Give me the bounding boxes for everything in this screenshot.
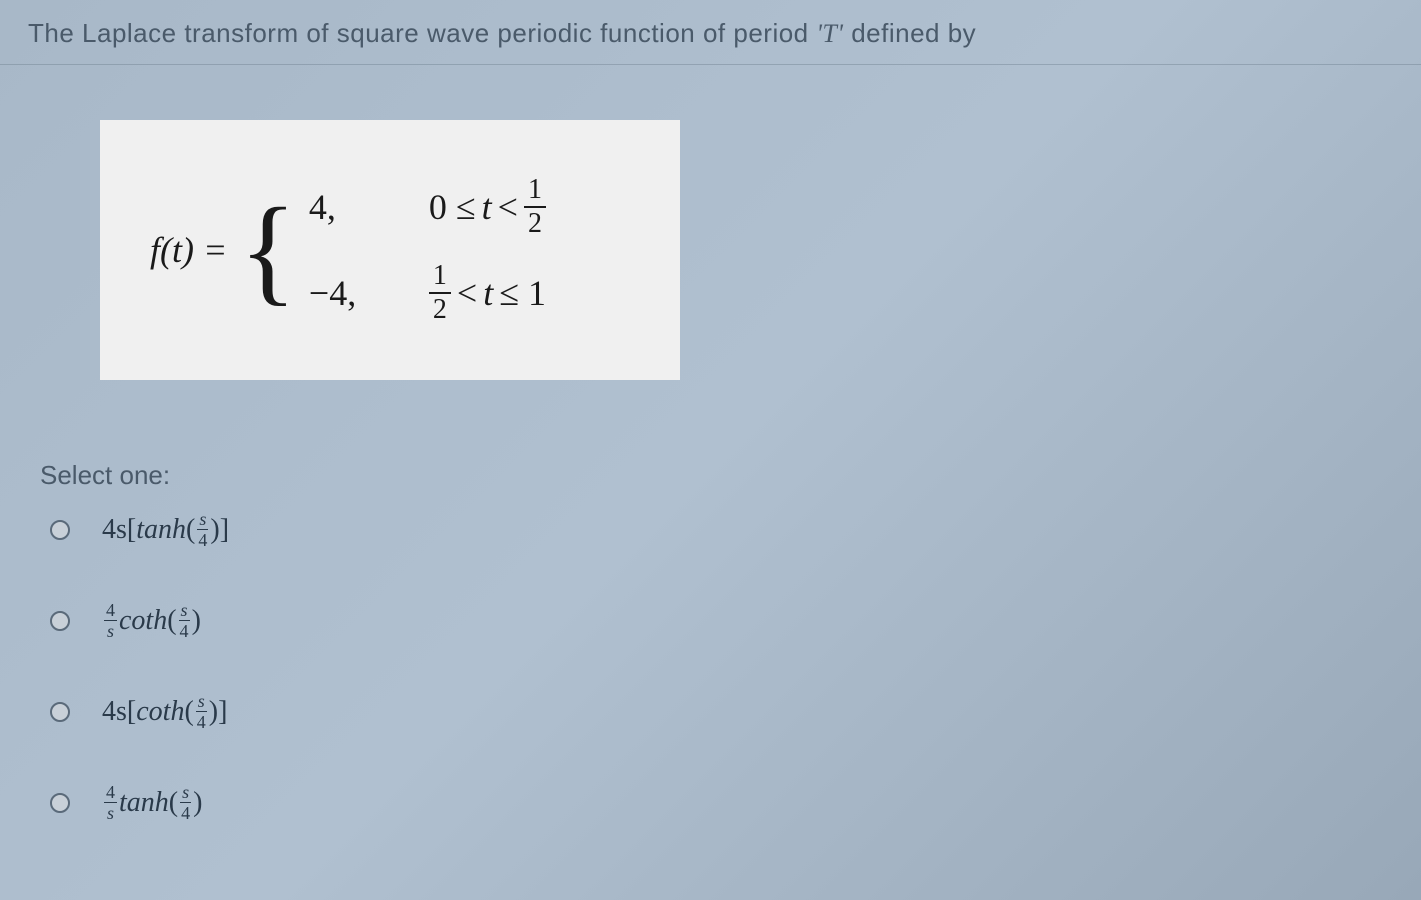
- case2-mid: <: [457, 272, 477, 314]
- question-text: The Laplace transform of square wave per…: [28, 18, 976, 49]
- case1-op: <: [498, 186, 518, 228]
- case1-den: 2: [528, 208, 542, 238]
- opt-a-lparen: (: [186, 514, 195, 546]
- opt-d-arg: s 4: [180, 783, 191, 822]
- opt-a-arg: s 4: [197, 510, 208, 549]
- equation-cases: 4, 0 ≤ t < 1 2 −4, 1 2: [309, 176, 546, 324]
- opt-a-lbracket: [: [127, 514, 136, 546]
- opt-d-rparen: ): [193, 787, 202, 819]
- equation: f(t) = { 4, 0 ≤ t < 1 2 −4,: [150, 176, 546, 324]
- opt-d-lparen: (: [169, 787, 178, 819]
- case1-var: t: [482, 186, 492, 228]
- opt-a-rparen: ): [210, 514, 219, 546]
- opt-c-rparen: ): [209, 696, 218, 728]
- option-a[interactable]: 4s [ tanh ( s 4 ) ]: [50, 510, 229, 549]
- case-2: −4, 1 2 < t ≤ 1: [309, 262, 546, 324]
- opt-a-rbracket: ]: [220, 514, 229, 546]
- opt-c-rbracket: ]: [218, 696, 227, 728]
- radio-c[interactable]: [50, 702, 70, 722]
- options-list: 4s [ tanh ( s 4 ) ] 4 s coth ( s 4 ): [50, 510, 229, 822]
- case2-num: 1: [429, 262, 451, 294]
- opt-c-coef: 4s: [102, 696, 127, 728]
- case2-den: 2: [433, 294, 447, 324]
- case-1: 4, 0 ≤ t < 1 2: [309, 176, 546, 238]
- option-d-math: 4 s tanh ( s 4 ): [102, 783, 202, 822]
- select-one-label: Select one:: [40, 460, 170, 491]
- opt-b-lparen: (: [167, 605, 176, 637]
- opt-d-coef-num: 4: [104, 783, 117, 803]
- case1-num: 1: [524, 176, 546, 208]
- divider: [0, 64, 1421, 65]
- period-symbol: 'T': [816, 19, 843, 48]
- case1-condition: 0 ≤ t < 1 2: [429, 176, 546, 238]
- opt-b-num: s: [179, 601, 190, 621]
- radio-b[interactable]: [50, 611, 70, 631]
- case2-var: t: [483, 272, 493, 314]
- opt-a-func: tanh: [136, 514, 186, 546]
- opt-b-coef-num: 4: [104, 601, 117, 621]
- opt-c-lparen: (: [184, 696, 193, 728]
- opt-b-coef: 4 s: [104, 601, 117, 640]
- radio-d[interactable]: [50, 793, 70, 813]
- opt-b-coef-den: s: [107, 621, 114, 640]
- question-suffix: defined by: [851, 18, 976, 48]
- radio-a[interactable]: [50, 520, 70, 540]
- option-b[interactable]: 4 s coth ( s 4 ): [50, 601, 229, 640]
- opt-d-den: 4: [181, 803, 190, 822]
- option-c[interactable]: 4s [ coth ( s 4 ) ]: [50, 692, 229, 731]
- opt-c-func: coth: [136, 696, 184, 728]
- opt-a-num: s: [197, 510, 208, 530]
- case1-lhs: 0 ≤: [429, 186, 476, 228]
- opt-c-den: 4: [197, 712, 206, 731]
- opt-b-func: coth: [119, 605, 167, 637]
- brace-icon: {: [239, 202, 297, 298]
- option-a-math: 4s [ tanh ( s 4 ) ]: [102, 510, 229, 549]
- case1-frac: 1 2: [524, 176, 546, 238]
- option-d[interactable]: 4 s tanh ( s 4 ): [50, 783, 229, 822]
- case2-end: ≤ 1: [499, 272, 546, 314]
- case2-condition: 1 2 < t ≤ 1: [429, 262, 546, 324]
- opt-a-den: 4: [198, 530, 207, 549]
- opt-b-den: 4: [180, 621, 189, 640]
- case2-value: −4,: [309, 272, 369, 314]
- opt-c-arg: s 4: [196, 692, 207, 731]
- case1-value: 4,: [309, 186, 369, 228]
- case2-frac: 1 2: [429, 262, 451, 324]
- option-b-math: 4 s coth ( s 4 ): [102, 601, 201, 640]
- option-c-math: 4s [ coth ( s 4 ) ]: [102, 692, 227, 731]
- opt-d-coef-den: s: [107, 803, 114, 822]
- opt-d-func: tanh: [119, 787, 169, 819]
- equation-lhs: f(t) =: [150, 229, 227, 271]
- opt-a-coef: 4s: [102, 514, 127, 546]
- question-prefix: The Laplace transform of square wave per…: [28, 18, 816, 48]
- opt-c-num: s: [196, 692, 207, 712]
- opt-d-num: s: [180, 783, 191, 803]
- equation-box: f(t) = { 4, 0 ≤ t < 1 2 −4,: [100, 120, 680, 380]
- opt-c-lbracket: [: [127, 696, 136, 728]
- opt-d-coef: 4 s: [104, 783, 117, 822]
- opt-b-arg: s 4: [179, 601, 190, 640]
- opt-b-rparen: ): [192, 605, 201, 637]
